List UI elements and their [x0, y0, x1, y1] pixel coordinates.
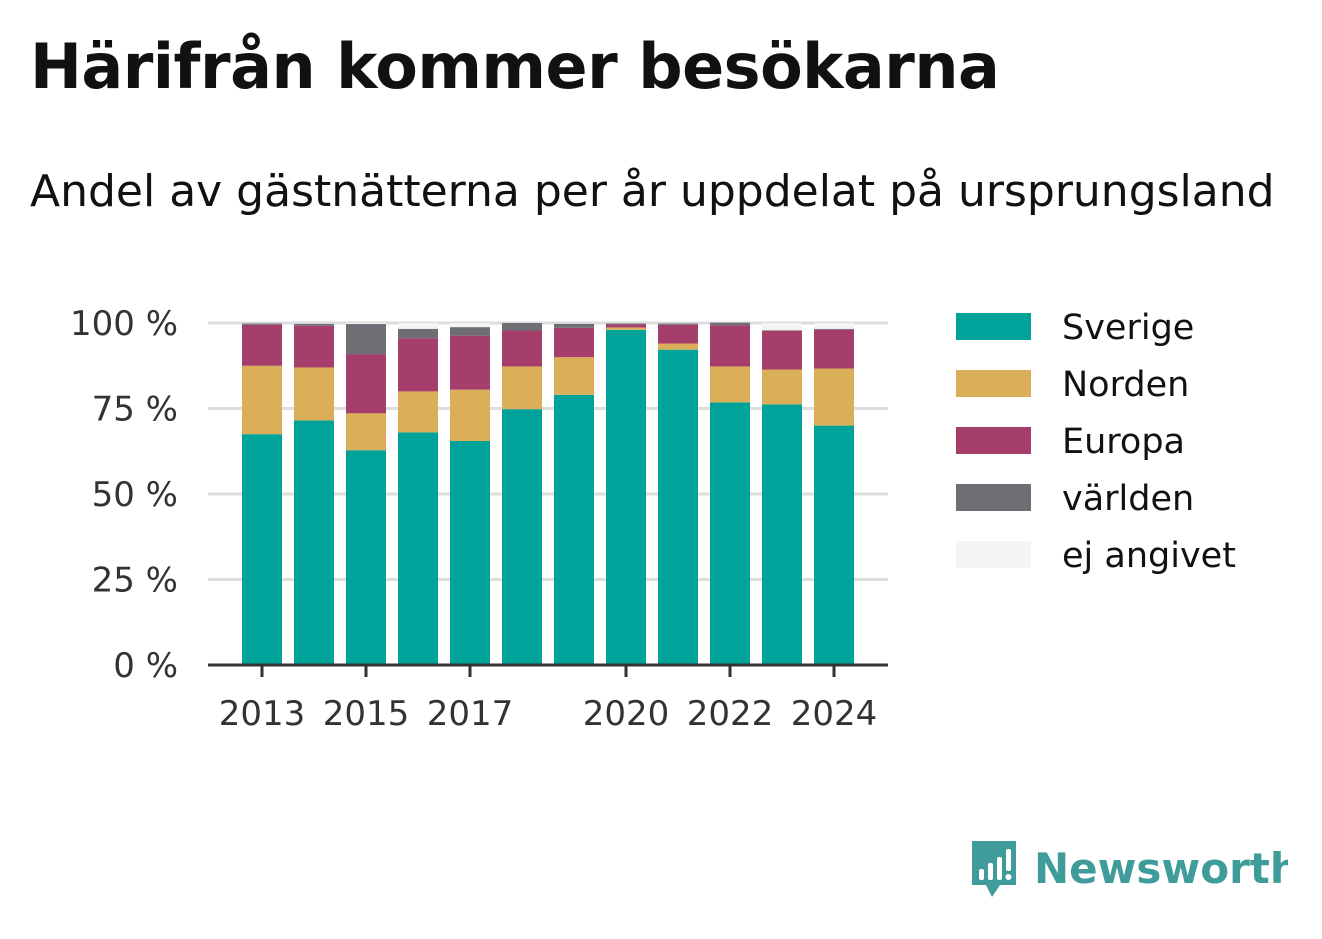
y-tick-label: 75 % — [92, 390, 178, 430]
legend-swatch — [956, 427, 1031, 454]
chart-title: Härifrån kommer besökarna — [30, 30, 1000, 103]
bar-segment — [658, 324, 698, 344]
bar-segment — [658, 349, 698, 665]
bar-segment — [606, 324, 646, 328]
bar-segment — [294, 367, 334, 421]
chart-subtitle: Andel av gästnätterna per år uppdelat på… — [30, 166, 1275, 217]
legend-swatch — [956, 541, 1031, 568]
bar-segment — [554, 394, 594, 665]
bar-chart-speech-bubble-icon — [972, 841, 1016, 897]
bar-segment — [450, 327, 490, 336]
bar-segment — [554, 327, 594, 358]
x-tick-label: 2022 — [687, 694, 774, 734]
bar-segment — [294, 323, 334, 326]
brand-logo: Newsworthy — [972, 841, 1288, 897]
bar-segment — [450, 335, 490, 390]
bar-segment — [814, 323, 854, 329]
legend-swatch — [956, 370, 1031, 397]
x-tick-label: 2017 — [427, 694, 514, 734]
bar-segment — [346, 413, 386, 451]
bar-segment — [502, 323, 542, 331]
legend-label: Europa — [1062, 422, 1185, 462]
bar-segment — [814, 425, 854, 665]
bars — [242, 322, 854, 665]
bar-segment — [294, 325, 334, 368]
bar-segment — [554, 323, 594, 328]
bar-segment — [710, 325, 750, 367]
bar-segment — [242, 434, 282, 665]
bar-segment — [502, 409, 542, 665]
x-tick-label: 2013 — [219, 694, 306, 734]
bar-segment — [710, 366, 750, 403]
legend-label: Sverige — [1062, 308, 1194, 348]
bar-segment — [658, 343, 698, 350]
bar-segment — [762, 369, 802, 405]
legend-label: Norden — [1062, 365, 1189, 405]
bar-segment — [814, 328, 854, 330]
legend-swatch — [956, 313, 1031, 340]
bar-segment — [398, 391, 438, 433]
bar-segment — [398, 323, 438, 329]
bar-segment — [814, 368, 854, 426]
legend-swatch — [956, 484, 1031, 511]
bar-segment — [762, 330, 802, 331]
bar-segment — [398, 328, 438, 339]
axes: 0 % 25 % 50 % 75 % 100 % 2013 2015 2017 2020 2022… — [70, 304, 888, 734]
bar-segment — [346, 354, 386, 414]
y-tick-label: 25 % — [92, 561, 178, 601]
bar-segment — [450, 440, 490, 665]
y-tick-label: 100 % — [70, 304, 178, 344]
bar-segment — [762, 323, 802, 331]
bar-segment — [762, 404, 802, 665]
y-tick-label: 0 % — [113, 646, 178, 686]
bar-segment — [606, 323, 646, 325]
bar-segment — [242, 324, 282, 366]
bar-segment — [710, 322, 750, 326]
bar-segment — [762, 330, 802, 370]
bar-segment — [398, 338, 438, 392]
bar-segment — [398, 432, 438, 665]
brand-name: Newsworthy — [1034, 844, 1288, 893]
bar-segment — [814, 329, 854, 369]
bar-segment — [450, 323, 490, 328]
bar-segment — [346, 324, 386, 355]
bar-segment — [450, 389, 490, 441]
bar-segment — [502, 366, 542, 410]
legend: Sverige Norden Europa världen ej angivet — [956, 308, 1236, 576]
x-tick-label: 2015 — [323, 694, 410, 734]
bar-segment — [346, 323, 386, 325]
legend-label: ej angivet — [1062, 536, 1236, 576]
bar-segment — [242, 323, 282, 325]
bar-segment — [294, 323, 334, 324]
bar-segment — [606, 327, 646, 330]
bar-segment — [554, 323, 594, 324]
bar-segment — [502, 330, 542, 367]
x-tick-label: 2020 — [583, 694, 670, 734]
bar-segment — [554, 357, 594, 395]
bar-segment — [346, 450, 386, 665]
legend-label: världen — [1062, 479, 1194, 519]
bar-segment — [658, 323, 698, 325]
bar-segment — [710, 402, 750, 665]
bar-segment — [242, 365, 282, 435]
x-tick-label: 2024 — [791, 694, 878, 734]
y-tick-label: 50 % — [92, 475, 178, 515]
bar-segment — [294, 420, 334, 665]
bar-segment — [606, 329, 646, 665]
